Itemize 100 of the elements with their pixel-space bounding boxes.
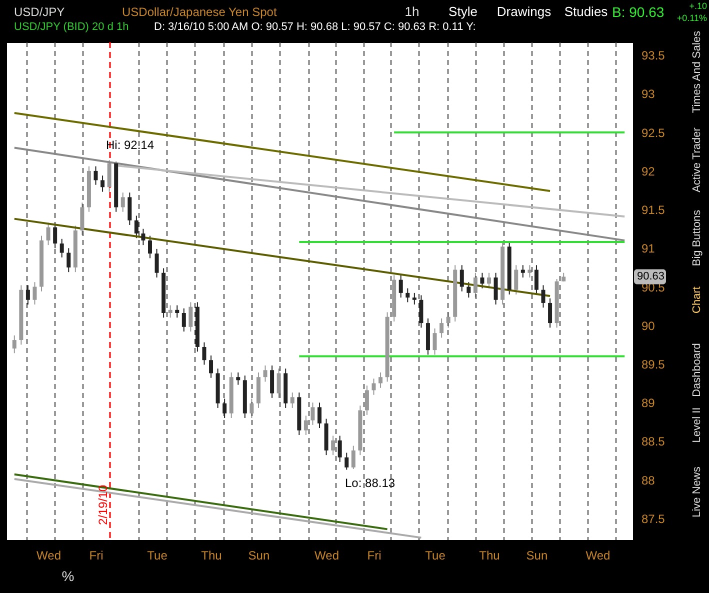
candlestick bbox=[338, 435, 342, 463]
candlestick bbox=[372, 378, 376, 396]
y-tick-label: 93.5 bbox=[642, 48, 666, 63]
x-tick-label: Tue bbox=[147, 548, 168, 562]
candlestick bbox=[26, 284, 30, 306]
x-tick-label: Wed bbox=[36, 548, 62, 562]
candlestick bbox=[107, 160, 112, 192]
candlestick bbox=[250, 398, 254, 419]
candlestick bbox=[32, 282, 37, 306]
candlestick bbox=[80, 202, 84, 236]
text: B: 90.63 bbox=[612, 4, 664, 20]
x-tick-label: Tue bbox=[425, 548, 446, 562]
candlestick bbox=[406, 288, 410, 303]
text: Dashboard bbox=[691, 343, 703, 397]
x-tick-label: Wed bbox=[586, 548, 610, 562]
y-tick-label: 92 bbox=[642, 164, 656, 178]
candlestick bbox=[548, 298, 552, 328]
candlestick bbox=[148, 235, 152, 259]
x-tick-label: Sun bbox=[526, 548, 548, 562]
candlestick bbox=[412, 292, 416, 306]
candlestick bbox=[528, 264, 532, 278]
candlestick bbox=[310, 402, 315, 426]
text: +0.11% bbox=[676, 13, 707, 23]
y-tick-label: 90 bbox=[642, 318, 656, 333]
candlestick bbox=[263, 365, 268, 382]
y-tick-label: 89 bbox=[642, 396, 656, 410]
candlestick bbox=[120, 192, 125, 212]
candlestick bbox=[440, 318, 444, 338]
candlestick bbox=[290, 392, 294, 408]
text: Level II bbox=[691, 407, 703, 443]
chart-subtitle: D: 3/16/10 5:00 AM O: 90.57 H: 90.68 L: 90.57 C: 90.63 R: 0.11 Y: bbox=[154, 21, 476, 33]
candlestick bbox=[128, 192, 132, 226]
text: USD/JPY bbox=[14, 5, 65, 19]
y-tick-label: 88 bbox=[642, 473, 656, 488]
candlestick bbox=[487, 272, 492, 289]
candlestick bbox=[466, 282, 471, 298]
x-tick-label: Fri bbox=[89, 548, 104, 562]
candlestick bbox=[175, 304, 180, 318]
candlestick bbox=[331, 435, 336, 456]
text: Drawings bbox=[496, 4, 552, 19]
candlestick bbox=[473, 272, 478, 298]
candlestick bbox=[520, 264, 525, 278]
candlestick bbox=[60, 238, 64, 258]
candlestick bbox=[304, 415, 308, 436]
candlestick bbox=[154, 248, 159, 278]
y-tick-label: 87.5 bbox=[642, 512, 666, 526]
annotation: 90.63 bbox=[637, 270, 665, 283]
candlestick bbox=[100, 175, 105, 192]
candlestick bbox=[419, 294, 424, 328]
candlestick bbox=[46, 222, 50, 246]
text: Big Buttons bbox=[691, 209, 703, 266]
candlestick bbox=[188, 302, 193, 332]
candlestick bbox=[364, 385, 369, 416]
candlestick bbox=[460, 264, 464, 292]
chart-title: USD/JPY (BID) 20 d 1h bbox=[14, 21, 129, 33]
text: +.10 bbox=[689, 1, 707, 11]
text: Chart bbox=[691, 286, 703, 314]
text: Times And Sales bbox=[691, 30, 703, 114]
candlestick bbox=[236, 372, 240, 386]
candlestick bbox=[66, 248, 71, 273]
candlestick bbox=[514, 264, 518, 295]
candlestick bbox=[541, 284, 546, 308]
candlestick bbox=[351, 445, 356, 470]
y-tick-label: 93 bbox=[642, 87, 656, 102]
candlestick bbox=[12, 334, 16, 354]
annotation: 2/19/10 bbox=[96, 484, 110, 526]
candlestick bbox=[344, 452, 349, 470]
text: 1h bbox=[404, 4, 420, 19]
candlestick bbox=[270, 365, 274, 398]
candlestick bbox=[141, 228, 146, 246]
x-tick-label: Thu bbox=[201, 548, 222, 562]
candlestick bbox=[182, 308, 186, 332]
candlestick bbox=[94, 166, 98, 186]
candlestick bbox=[318, 402, 322, 429]
candlestick bbox=[378, 372, 383, 388]
text: % bbox=[62, 568, 74, 584]
y-tick-label: 91.5 bbox=[642, 203, 666, 218]
y-tick-label: 92.5 bbox=[642, 126, 666, 140]
candlestick bbox=[202, 342, 206, 366]
candlestick bbox=[134, 215, 138, 239]
x-tick-label: Sun bbox=[248, 548, 270, 562]
candlestick bbox=[222, 398, 227, 419]
text: Active Trader bbox=[691, 127, 703, 192]
candlestick bbox=[446, 312, 450, 328]
y-tick-label: 88.5 bbox=[642, 434, 666, 449]
candlestick bbox=[398, 274, 403, 298]
x-tick-label: Thu bbox=[479, 548, 500, 562]
candlestick bbox=[480, 272, 484, 289]
text: USDollar/Japanese Yen Spot bbox=[122, 5, 278, 19]
candlestick bbox=[534, 264, 538, 295]
text: Style bbox=[448, 4, 478, 19]
candlestick bbox=[168, 304, 172, 318]
x-tick-label: Wed bbox=[314, 548, 340, 562]
candlestick bbox=[209, 354, 214, 378]
text: Studies bbox=[564, 4, 608, 19]
candlestick bbox=[276, 368, 281, 398]
y-tick-label: 91 bbox=[642, 242, 656, 256]
annotation: Lo: 88.13 bbox=[345, 476, 396, 490]
candlestick bbox=[494, 272, 498, 306]
text: Live News bbox=[691, 466, 703, 518]
